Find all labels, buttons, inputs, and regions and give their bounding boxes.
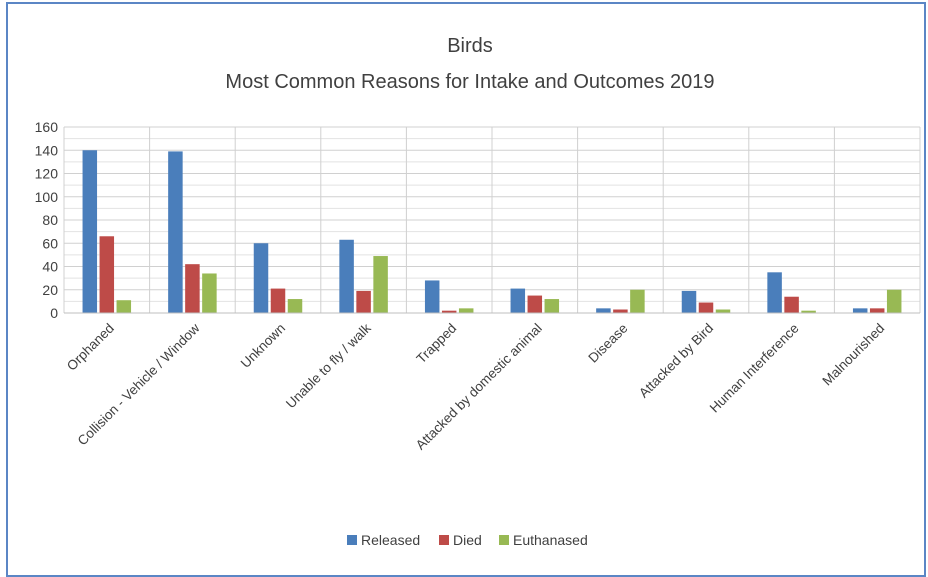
bar-euthanased-5 <box>544 299 560 313</box>
x-category-label: Malnourished <box>819 321 887 389</box>
bar-released-8 <box>767 272 782 313</box>
bar-died-7 <box>698 302 714 313</box>
x-category-label: Disease <box>585 321 630 366</box>
y-tick-label: 60 <box>42 235 58 251</box>
bar-died-0 <box>99 236 115 313</box>
bar-euthanased-9 <box>886 289 902 313</box>
bar-died-8 <box>784 296 799 313</box>
bar-released-1 <box>168 151 183 313</box>
bar-released-2 <box>253 243 269 313</box>
chart-title: Birds <box>447 35 493 57</box>
y-tick-label: 0 <box>50 305 58 321</box>
y-tick-label: 100 <box>35 189 59 205</box>
bar-died-9 <box>869 308 885 313</box>
y-tick-label: 80 <box>42 212 58 228</box>
bar-released-6 <box>596 308 611 313</box>
legend-label-euthanased: Euthanased <box>513 532 588 548</box>
bar-died-1 <box>185 264 200 313</box>
bar-died-3 <box>356 290 371 313</box>
x-category-label: Trapped <box>414 321 460 367</box>
legend-swatch-released <box>347 535 357 545</box>
bar-euthanased-4 <box>458 308 474 313</box>
x-category-label: Human Interference <box>707 321 802 416</box>
legend-label-died: Died <box>453 532 482 548</box>
y-tick-label: 120 <box>35 166 59 182</box>
bar-released-4 <box>424 280 440 313</box>
bar-released-0 <box>82 150 98 313</box>
bar-euthanased-1 <box>202 273 217 313</box>
bar-euthanased-0 <box>116 300 132 313</box>
bar-released-3 <box>339 239 354 313</box>
x-category-label: Orphaned <box>64 321 117 374</box>
bar-euthanased-8 <box>801 310 816 313</box>
legend: Released Died Euthanased <box>347 532 588 548</box>
bar-died-5 <box>527 295 543 313</box>
legend-swatch-died <box>439 535 449 545</box>
x-category-label: Attacked by Bird <box>636 321 716 401</box>
legend-label-released: Released <box>361 532 420 548</box>
bar-died-6 <box>613 309 628 313</box>
legend-swatch-euthanased <box>499 535 509 545</box>
bar-died-4 <box>441 310 457 313</box>
y-tick-label: 160 <box>35 119 59 135</box>
x-category-label: Unable to fly / walk <box>283 320 374 411</box>
y-tick-label: 140 <box>35 142 59 158</box>
y-tick-label: 40 <box>42 259 58 275</box>
bar-euthanased-7 <box>715 309 731 313</box>
x-category-label: Unknown <box>238 321 288 371</box>
bar-released-9 <box>852 308 868 313</box>
bar-euthanased-3 <box>373 256 388 313</box>
chart-subtitle: Most Common Reasons for Intake and Outco… <box>225 71 714 93</box>
bar-released-7 <box>681 290 697 313</box>
bar-died-2 <box>270 288 286 313</box>
y-tick-label: 20 <box>42 282 58 298</box>
bar-euthanased-2 <box>287 299 303 313</box>
bar-released-5 <box>510 288 526 313</box>
bar-euthanased-6 <box>630 289 645 313</box>
